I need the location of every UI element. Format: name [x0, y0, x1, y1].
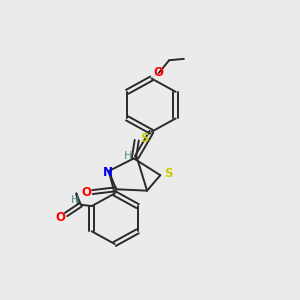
Text: O: O [81, 186, 91, 199]
Text: S: S [140, 132, 148, 145]
Text: S: S [164, 167, 173, 180]
Text: H: H [124, 151, 133, 161]
Text: H: H [71, 196, 79, 206]
Text: O: O [56, 212, 66, 224]
Text: O: O [154, 66, 164, 80]
Text: N: N [103, 166, 113, 179]
